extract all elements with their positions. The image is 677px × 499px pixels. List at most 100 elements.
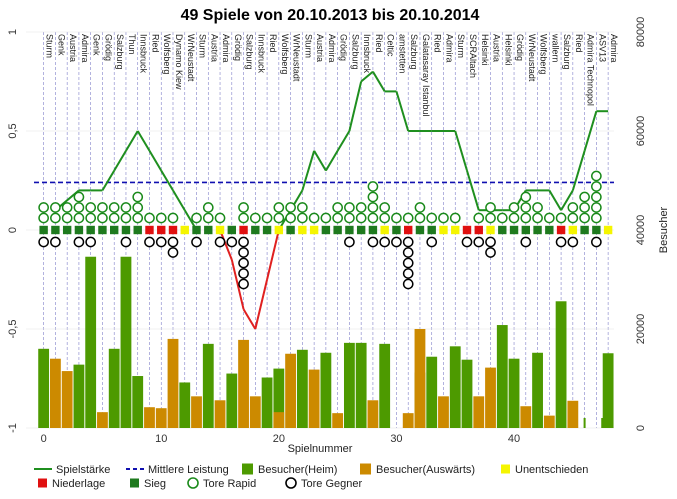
legend-besucher-gast-label: Besucher(Auswärts) [376, 464, 475, 476]
result-marker [509, 225, 519, 235]
bar-besucher-gast [61, 371, 73, 428]
bar-besucher-heim [273, 368, 285, 428]
result-marker [262, 225, 272, 235]
result-marker [545, 225, 554, 235]
tore-rapid-circle [591, 170, 602, 182]
bar-besucher-gast [144, 407, 155, 428]
tore-gegner-circle [85, 236, 97, 248]
tore-rapid-circle [320, 212, 332, 224]
result-marker [321, 225, 331, 235]
tore-rapid-circle [579, 202, 590, 213]
tore-gegner-circle [473, 236, 485, 248]
bar-besucher-heim [320, 352, 332, 428]
bar-besucher-gast [49, 358, 61, 428]
bar-besucher-gast [155, 408, 167, 428]
tore-gegner-circle [367, 236, 379, 248]
y-right-tick-label: 40000 [635, 215, 647, 246]
opponent-label: Ried [374, 34, 384, 53]
tore-rapid-circle [120, 212, 132, 224]
result-marker [345, 225, 354, 235]
result-marker [451, 225, 460, 235]
result-marker [580, 225, 589, 235]
opponent-label: Admira [221, 34, 231, 63]
bar-besucher-gast [367, 400, 379, 428]
bar-besucher-gast [520, 406, 532, 428]
tore-gegner-circle [214, 236, 226, 248]
result-marker [204, 225, 213, 235]
opponent-label: Grödig [233, 34, 243, 61]
tore-gegner-circle [461, 236, 473, 248]
opponent-label: Genk [92, 34, 102, 56]
result-marker [498, 225, 507, 235]
tore-rapid-circle [108, 212, 120, 224]
tore-gegner-circle [50, 236, 61, 248]
spielstaerke-segment [395, 91, 410, 132]
bar-besucher-gast [238, 339, 249, 428]
tore-rapid-circle [132, 191, 144, 203]
opponent-label: Admira [80, 34, 90, 63]
tore-rapid-circle [73, 191, 85, 203]
tore-rapid-circle [520, 202, 532, 213]
tore-rapid-circle [591, 181, 602, 192]
opponent-label: Genk [56, 34, 66, 56]
result-marker [110, 225, 119, 235]
result-marker [215, 225, 225, 235]
tore-rapid-circle [344, 202, 355, 213]
tore-rapid-circle [85, 202, 97, 213]
y-right-tick-label: 20000 [635, 314, 647, 345]
tore-rapid-circle [520, 191, 532, 203]
opponent-label: Admira Technopol [586, 34, 596, 106]
x-axis-label: Spielnummer [288, 443, 353, 455]
tore-rapid-circle [367, 202, 379, 213]
result-marker [486, 225, 495, 235]
tore-rapid-circle [508, 202, 520, 213]
tore-rapid-circle [367, 191, 379, 203]
tore-rapid-circle [543, 212, 555, 224]
opponent-label: Austria [68, 34, 78, 62]
tore-rapid-circle [238, 202, 249, 213]
bar-besucher-gast [543, 415, 555, 428]
legend-niederlage-label: Niederlage [52, 478, 105, 490]
x-tick-label: 20 [273, 433, 285, 445]
result-marker [392, 225, 401, 235]
tore-gegner-circle [402, 278, 414, 290]
tore-rapid-circle [144, 212, 155, 224]
bar-besucher-heim [132, 376, 144, 428]
tore-rapid-circle [167, 212, 179, 224]
tore-rapid-circle [555, 212, 567, 224]
legend-sieg-label: Sieg [144, 478, 166, 490]
legend-tore-rapid-key [187, 477, 199, 489]
tore-rapid-circle [485, 202, 496, 213]
tore-rapid-circle [379, 212, 391, 224]
result-marker [427, 225, 436, 235]
legend-unentschieden-key [501, 464, 510, 474]
tore-gegner-circle [155, 236, 167, 248]
spielstaerke-segment [571, 150, 586, 191]
legend-sieg-key [130, 478, 139, 488]
spielstaerke-segment [313, 150, 327, 172]
tore-rapid-circle [355, 212, 367, 224]
result-marker [368, 225, 378, 235]
tore-gegner-circle [344, 236, 355, 248]
legend-spielstaerke-label: Spielstärke [56, 464, 110, 476]
opponent-label: Wolfsberg [280, 34, 290, 74]
tore-gegner-circle [167, 236, 179, 248]
opponent-label: Helsinki [503, 34, 513, 66]
spielstaerke-segment [336, 130, 351, 152]
tore-gegner-circle [591, 236, 602, 248]
tore-rapid-circle [344, 212, 355, 224]
opponent-label: Admira [327, 34, 337, 63]
bar-besucher-heim [120, 256, 132, 428]
tore-rapid-circle [50, 212, 61, 224]
result-marker [356, 225, 366, 235]
tore-gegner-circle [520, 236, 532, 248]
bar-besucher-gast [414, 329, 426, 428]
bar-besucher-heim [202, 343, 214, 428]
opponent-label: Austria [209, 34, 219, 62]
result-marker [556, 225, 566, 235]
bar-besucher-heim [426, 356, 438, 428]
tore-rapid-circle [579, 212, 590, 224]
bar-besucher-heim [461, 359, 473, 428]
tore-rapid-circle [579, 191, 590, 203]
tore-rapid-circle [496, 212, 508, 224]
